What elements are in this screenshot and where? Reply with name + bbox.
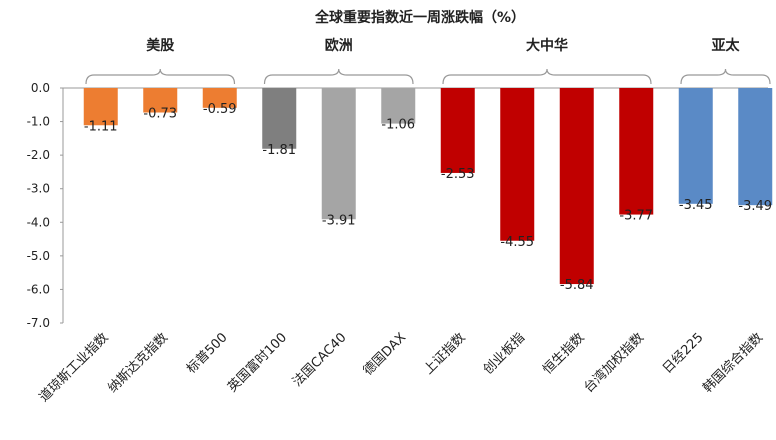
x-tick-label: 德国DAX — [361, 330, 410, 379]
group-bracket — [85, 68, 236, 85]
data-label: -1.81 — [262, 143, 296, 158]
data-label: -4.55 — [500, 235, 534, 250]
data-label: -2.53 — [441, 167, 475, 182]
data-label: -0.73 — [143, 107, 177, 122]
y-tick-label: -6.0 — [27, 282, 50, 296]
group-label: 欧洲 — [325, 37, 353, 54]
bar — [500, 88, 535, 241]
x-tick-label: 台湾加权指数 — [581, 330, 647, 396]
data-label: -3.77 — [619, 209, 653, 224]
x-tick-label: 恒生指数 — [540, 330, 587, 377]
y-tick-label: -5.0 — [27, 249, 50, 263]
x-tick-label: 法国CAC40 — [290, 330, 350, 390]
y-tick-label: -3.0 — [27, 182, 50, 196]
data-label: -3.91 — [322, 213, 356, 228]
bar — [381, 88, 416, 124]
data-label: -5.84 — [560, 278, 594, 293]
group-label: 大中华 — [526, 37, 568, 54]
data-label: -1.06 — [381, 118, 415, 133]
y-tick-label: -2.0 — [27, 148, 50, 162]
group-bracket — [263, 68, 414, 85]
bar — [83, 88, 118, 126]
bar — [738, 88, 773, 206]
bar — [619, 88, 654, 215]
data-label: -1.11 — [84, 119, 118, 134]
y-tick-label: 0.0 — [31, 81, 50, 95]
chart-title: 全球重要指数近一周涨跌幅（%） — [314, 9, 525, 26]
x-tick-label: 标普500 — [184, 330, 231, 377]
data-label: -3.45 — [679, 198, 713, 213]
x-tick-label: 上证指数 — [421, 330, 468, 377]
bar — [262, 88, 297, 149]
x-tick-label: 创业板指 — [481, 330, 528, 377]
bar — [559, 88, 594, 285]
group-bracket — [442, 68, 652, 85]
group-label: 美股 — [146, 37, 175, 54]
bar — [678, 88, 713, 204]
y-tick-label: -7.0 — [27, 316, 50, 330]
bar — [321, 88, 356, 220]
data-label: -3.49 — [738, 199, 772, 214]
x-tick-label: 日经225 — [660, 330, 707, 377]
x-tick-label: 纳斯达克指数 — [105, 330, 171, 396]
x-tick-label: 韩国综合指数 — [700, 330, 766, 396]
x-tick-label: 英国富时100 — [224, 330, 290, 396]
bar — [202, 88, 237, 108]
group-label: 亚太 — [712, 37, 741, 54]
data-label: -0.59 — [203, 102, 237, 117]
y-tick-label: -1.0 — [27, 115, 50, 129]
bar — [143, 88, 178, 113]
x-tick-label: 道琼斯工业指数 — [37, 330, 112, 405]
bar — [440, 88, 475, 173]
y-tick-label: -4.0 — [27, 215, 50, 229]
group-bracket — [680, 68, 771, 85]
